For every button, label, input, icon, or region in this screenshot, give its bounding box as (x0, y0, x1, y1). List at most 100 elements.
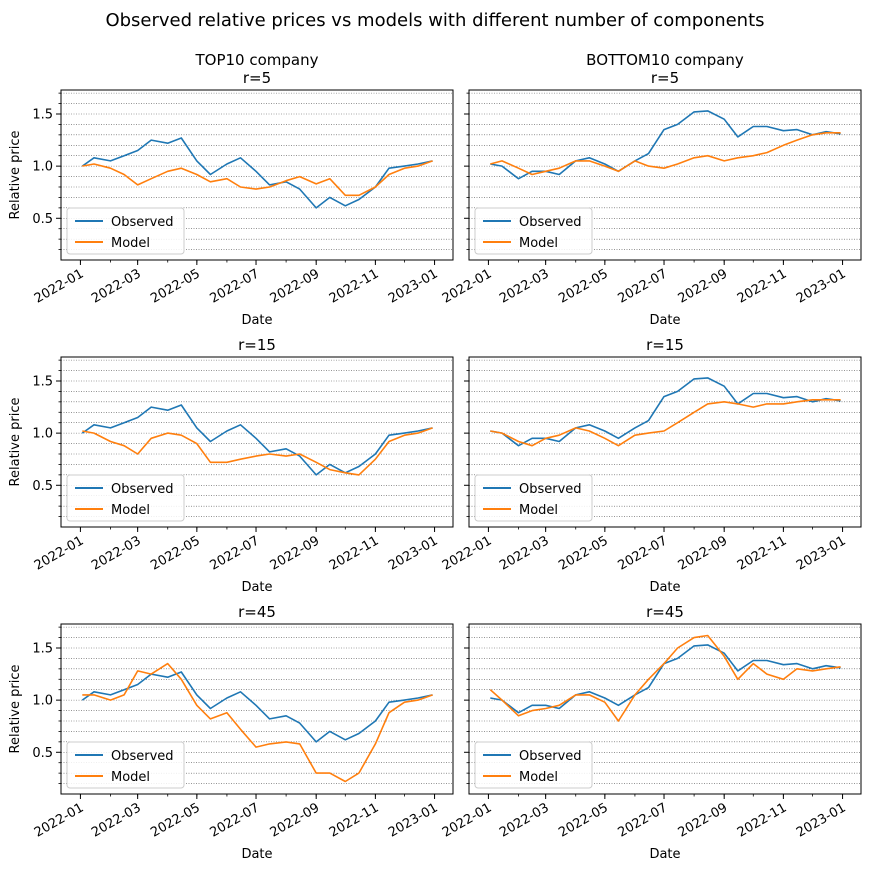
series-line-model (82, 662, 433, 783)
x-tick-label: 2022-07 (207, 533, 262, 573)
subplot-title: r=45 (646, 603, 684, 621)
series-line-model (82, 427, 433, 476)
x-tick-label: 2023-01 (386, 533, 441, 573)
y-tick-label: 1.5 (32, 641, 53, 656)
series-line-observed (490, 644, 841, 714)
x-tick-label: 2022-11 (327, 800, 382, 840)
legend-label: Observed (519, 749, 582, 764)
x-tick-label: 2022-07 (615, 800, 670, 840)
x-tick-label: 2022-09 (676, 266, 731, 306)
x-axis-label: Date (649, 580, 680, 595)
x-tick-label: 2022-01 (440, 800, 495, 840)
x-axis-label: Date (649, 847, 680, 862)
series-line-model (489, 634, 841, 722)
y-tick-label: 1.0 (32, 694, 53, 709)
subplot-title: r=15 (238, 336, 276, 354)
x-tick-label: 2022-05 (556, 800, 611, 840)
x-tick-label: 2023-01 (794, 266, 849, 306)
legend-label: Observed (519, 215, 582, 230)
subplot-title: r=5 (243, 69, 271, 87)
x-axis-label: Date (241, 580, 272, 595)
subplot-6: 2022-01 2022-03 2022-05 2022-07 2022-09 2022-… (440, 603, 862, 862)
legend-label: Observed (111, 749, 174, 764)
x-tick-label: 2022-01 (440, 533, 495, 573)
x-tick-label: 2022-09 (268, 533, 323, 573)
series-line-observed (81, 671, 433, 743)
x-tick-label: 2022-01 (32, 800, 87, 840)
x-tick-label: 2023-01 (794, 533, 849, 573)
x-tick-label: 2022-11 (327, 533, 382, 573)
series-line-model (82, 160, 433, 197)
legend-label: Observed (111, 482, 174, 497)
subplot-title: TOP10 company (194, 51, 318, 69)
legend-label: Model (519, 770, 558, 785)
subplot-title: r=45 (238, 603, 276, 621)
plot-frame (468, 356, 862, 528)
series-line-observed (81, 404, 433, 476)
y-axis-label: Relative price (8, 131, 23, 220)
subplot-title: BOTTOM10 company (586, 51, 744, 69)
plot-frame (60, 356, 454, 528)
x-tick-label: 2022-05 (556, 266, 611, 306)
x-tick-label: 2023-01 (794, 800, 849, 840)
x-tick-label: 2022-11 (327, 266, 382, 306)
x-axis-label: Date (241, 847, 272, 862)
series-line-observed (81, 137, 433, 209)
legend-label: Observed (519, 482, 582, 497)
legend-label: Model (519, 503, 558, 518)
legend-label: Observed (111, 215, 174, 230)
x-tick-label: 2022-03 (497, 533, 552, 573)
legend: Observed Model (66, 207, 185, 255)
x-tick-label: 2022-05 (148, 533, 203, 573)
legend: Observed Model (66, 474, 185, 522)
x-tick-label: 2022-09 (676, 800, 731, 840)
x-tick-label: 2023-01 (386, 266, 441, 306)
y-tick-label: 0.5 (32, 212, 53, 227)
legend: Observed Model (474, 741, 593, 789)
x-tick-label: 2022-09 (268, 266, 323, 306)
legend: Observed Model (474, 207, 593, 255)
x-tick-label: 2022-01 (440, 266, 495, 306)
x-axis-label: Date (649, 313, 680, 328)
plot-frame (60, 623, 454, 795)
x-tick-label: 2022-05 (148, 266, 203, 306)
series-line-observed (490, 377, 841, 447)
x-tick-label: 2022-09 (268, 800, 323, 840)
series-line-model (490, 132, 841, 176)
y-axis-label: Relative price (8, 665, 23, 754)
plot-frame (468, 623, 862, 795)
y-axis-label: Relative price (8, 398, 23, 487)
x-tick-label: 2022-01 (32, 266, 87, 306)
x-tick-label: 2022-11 (735, 800, 790, 840)
x-tick-label: 2022-03 (89, 800, 144, 840)
x-tick-label: 2022-07 (207, 266, 262, 306)
legend-label: Model (519, 236, 558, 251)
y-tick-label: 1.5 (32, 107, 53, 122)
x-tick-label: 2022-07 (207, 800, 262, 840)
x-tick-label: 2022-03 (497, 800, 552, 840)
legend: Observed Model (474, 474, 593, 522)
x-tick-label: 2022-01 (32, 533, 87, 573)
subplot-4: 2022-01 2022-03 2022-05 2022-07 2022-09 2022-… (440, 336, 862, 595)
x-tick-label: 2022-07 (615, 533, 670, 573)
x-tick-label: 2022-03 (497, 266, 552, 306)
legend-label: Model (111, 503, 150, 518)
y-tick-label: 1.0 (32, 160, 53, 175)
legend-label: Model (111, 770, 150, 785)
legend-label: Model (111, 236, 150, 251)
x-tick-label: 2022-05 (556, 533, 611, 573)
series-line-model (490, 398, 841, 447)
x-tick-label: 2022-07 (615, 266, 670, 306)
plot-frame (60, 89, 454, 261)
x-tick-label: 2022-05 (148, 800, 203, 840)
subplot-2: 2022-01 2022-03 2022-05 2022-07 2022-09 2022-… (440, 51, 862, 328)
y-tick-label: 1.0 (32, 427, 53, 442)
x-axis-label: Date (241, 313, 272, 328)
legend: Observed Model (66, 741, 185, 789)
x-tick-label: 2022-09 (676, 533, 731, 573)
